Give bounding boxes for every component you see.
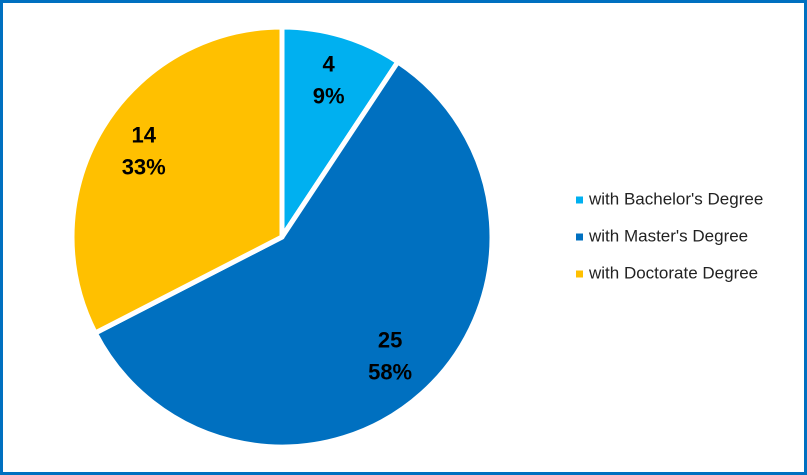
pie-slice: [279, 24, 401, 240]
value-label: 4: [323, 52, 336, 77]
legend-swatch: [576, 270, 583, 278]
percent-label: 58%: [368, 359, 412, 384]
legend-swatch: [576, 233, 583, 241]
pie-slice: [92, 59, 495, 450]
legend-label: with Master's Degree: [588, 226, 748, 245]
legend-swatch: [576, 196, 583, 204]
percent-label: 9%: [313, 84, 345, 109]
value-label: 25: [378, 327, 402, 352]
legend-label: with Bachelor's Degree: [588, 189, 763, 208]
percent-label: 33%: [122, 154, 166, 179]
value-label: 14: [131, 122, 156, 147]
legend-label: with Doctorate Degree: [588, 263, 758, 282]
pie-slice: [69, 24, 285, 336]
